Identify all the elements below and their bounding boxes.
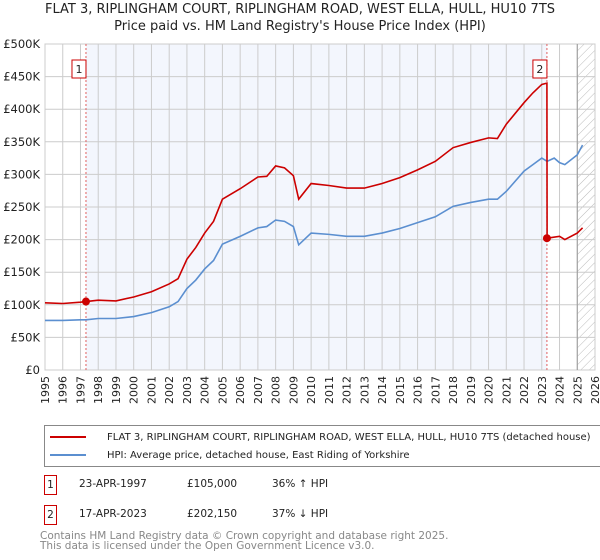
sale-badge bbox=[532, 59, 548, 79]
x-tick-label: 2012 bbox=[341, 376, 354, 404]
transaction-date: 23-APR-1997 bbox=[79, 478, 147, 490]
x-tick-label: 2026 bbox=[589, 376, 600, 404]
x-tick-label: 2014 bbox=[376, 376, 389, 404]
legend-hpi: HPI: Average price, detached house, East… bbox=[107, 449, 410, 461]
y-tick-label: £150K bbox=[3, 265, 40, 279]
red-line-swatch bbox=[50, 436, 86, 438]
x-tick-label: 2025 bbox=[571, 376, 584, 404]
x-tick-label: 2006 bbox=[234, 376, 247, 404]
price-paid-line bbox=[44, 82, 584, 305]
x-tick-label: 2011 bbox=[323, 376, 336, 404]
x-tick-label: 2020 bbox=[483, 376, 496, 404]
x-tick-label: 2008 bbox=[270, 376, 283, 404]
y-tick-label: £50K bbox=[11, 330, 41, 344]
x-tick-label: 2019 bbox=[465, 376, 478, 404]
y-tick-label: £300K bbox=[3, 167, 40, 181]
x-tick-label: 2007 bbox=[252, 376, 265, 404]
x-tick-label: 2004 bbox=[199, 376, 212, 404]
y-tick-label: £250K bbox=[3, 200, 40, 214]
x-tick-label: 2010 bbox=[305, 376, 318, 404]
legend: FLAT 3, RIPLINGHAM COURT, RIPLINGHAM ROA… bbox=[44, 425, 600, 467]
y-tick-label: £0 bbox=[25, 363, 40, 377]
sale-badge-label: 2 bbox=[536, 63, 543, 76]
transaction-hpi: 37% ↓ HPI bbox=[272, 508, 329, 520]
sale-badge-label: 1 bbox=[75, 63, 82, 76]
x-tick-label: 1995 bbox=[39, 376, 52, 404]
transaction-price: £202,150 bbox=[187, 508, 238, 520]
x-tick-label: 2000 bbox=[128, 376, 141, 404]
x-tick-label: 2021 bbox=[500, 376, 513, 404]
blue-line-swatch bbox=[50, 454, 86, 456]
price-chart: 1995 1996 1997 1998 1999 2000 2001 2002 2003 2004… bbox=[3, 37, 600, 404]
y-tick-label: £400K bbox=[3, 102, 40, 116]
transaction-price: £105,000 bbox=[187, 478, 238, 490]
x-tick-label: 2003 bbox=[181, 376, 194, 404]
x-tick-label: 1998 bbox=[92, 376, 105, 404]
x-tick-label: 2001 bbox=[145, 376, 158, 404]
x-tick-label: 2018 bbox=[447, 376, 460, 404]
footer: Contains HM Land Registry data © Crown c… bbox=[40, 530, 449, 552]
chart-subtitle: Price paid vs. HM Land Registry's House … bbox=[114, 19, 486, 34]
x-tick-label: 2002 bbox=[163, 376, 176, 404]
x-tick-label: 2013 bbox=[358, 376, 371, 404]
x-tick-label: 2017 bbox=[429, 376, 442, 404]
hpi-line bbox=[45, 144, 584, 322]
x-tick-label: 1999 bbox=[110, 376, 123, 404]
y-tick-label: £350K bbox=[3, 135, 40, 149]
transaction-badge: 2 bbox=[44, 505, 57, 525]
x-tick-label: 2015 bbox=[394, 376, 407, 404]
chart-title: FLAT 3, RIPLINGHAM COURT, RIPLINGHAM ROA… bbox=[44, 2, 556, 17]
footer-line: This data is licensed under the Open Gov… bbox=[40, 540, 375, 552]
x-tick-label: 2022 bbox=[518, 376, 531, 404]
y-tick-label: £100K bbox=[3, 298, 40, 312]
x-tick-label: 1997 bbox=[74, 376, 87, 404]
transaction-date: 17-APR-2023 bbox=[79, 508, 147, 520]
x-tick-label: 2016 bbox=[412, 376, 425, 404]
x-tick-label: 2023 bbox=[536, 376, 549, 404]
sale-point bbox=[81, 297, 90, 306]
sale-badge bbox=[71, 59, 87, 79]
transaction-hpi: 36% ↑ HPI bbox=[272, 478, 329, 490]
legend-property: FLAT 3, RIPLINGHAM COURT, RIPLINGHAM ROA… bbox=[107, 431, 591, 443]
y-tick-label: £450K bbox=[3, 70, 40, 84]
x-tick-label: 2024 bbox=[554, 376, 567, 404]
sale-point bbox=[542, 234, 551, 243]
x-tick-label: 1996 bbox=[57, 376, 70, 404]
x-tick-label: 2005 bbox=[216, 376, 229, 404]
y-tick-label: £500K bbox=[3, 37, 40, 51]
y-tick-label: £200K bbox=[3, 233, 40, 247]
footer-line: Contains HM Land Registry data © Crown c… bbox=[40, 530, 449, 542]
x-tick-label: 2009 bbox=[287, 376, 300, 404]
transaction-badge: 1 bbox=[44, 475, 57, 495]
